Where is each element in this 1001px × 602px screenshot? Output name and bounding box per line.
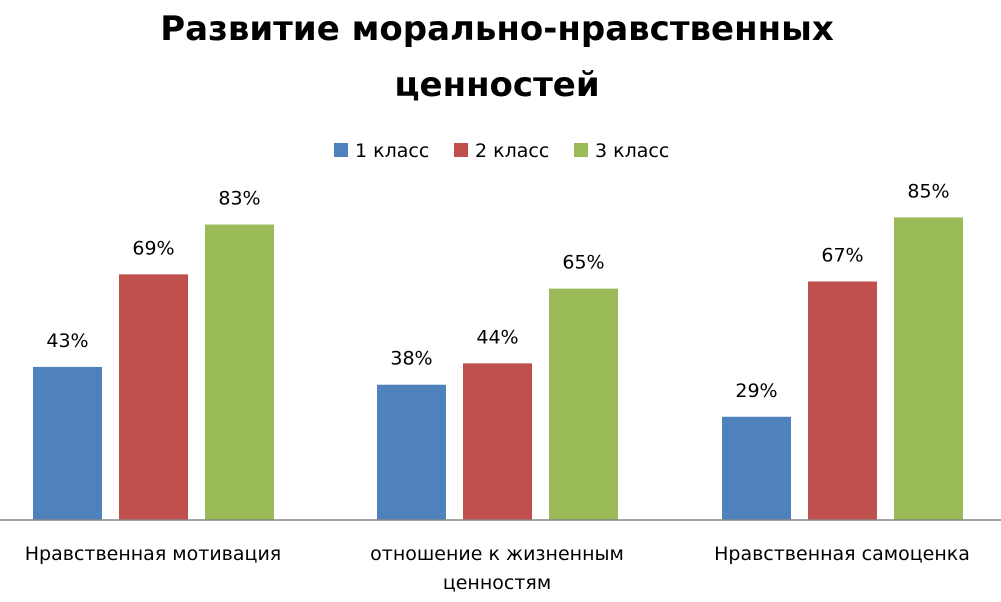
data-label: 43% <box>46 330 88 352</box>
bar <box>119 274 188 520</box>
legend-entry: 2 класс <box>475 140 549 162</box>
legend-entry: 3 класс <box>595 140 669 162</box>
legend-swatch <box>574 143 588 157</box>
bar <box>808 281 877 520</box>
legend: 1 класс 2 класс 3 класс <box>334 140 669 162</box>
chart-title: Развитие морально-нравственных ценностей <box>160 9 834 105</box>
category-label: Нравственная мотивация <box>25 543 281 565</box>
data-label: 44% <box>476 326 518 348</box>
category-axis-labels: Нравственная мотивация отношение к жизнен… <box>25 543 970 594</box>
legend-swatch <box>334 143 348 157</box>
bar <box>894 217 963 520</box>
bar <box>722 416 791 520</box>
data-label: 65% <box>562 252 604 274</box>
category-label: Нравственная самоценка <box>714 543 970 565</box>
bar <box>377 384 446 520</box>
data-label: 67% <box>821 244 863 266</box>
legend-entry: 1 класс <box>355 140 429 162</box>
data-label: 83% <box>218 188 260 210</box>
bar <box>463 363 532 520</box>
data-label: 38% <box>390 348 432 370</box>
bar <box>549 288 618 520</box>
category-label: отношение к жизненным <box>370 543 624 565</box>
data-label: 69% <box>132 237 174 259</box>
chart-title-line: ценностей <box>394 65 599 105</box>
data-label: 85% <box>907 180 949 202</box>
bar <box>205 224 274 520</box>
legend-swatch <box>454 143 468 157</box>
bar <box>33 366 102 520</box>
category-label: ценностям <box>443 572 551 594</box>
plot-area: 43% 38% 29% 69% 44% 67% 83% 65% 85% <box>33 180 963 520</box>
chart-title-line: Развитие морально-нравственных <box>160 9 834 49</box>
data-label: 29% <box>735 380 777 402</box>
